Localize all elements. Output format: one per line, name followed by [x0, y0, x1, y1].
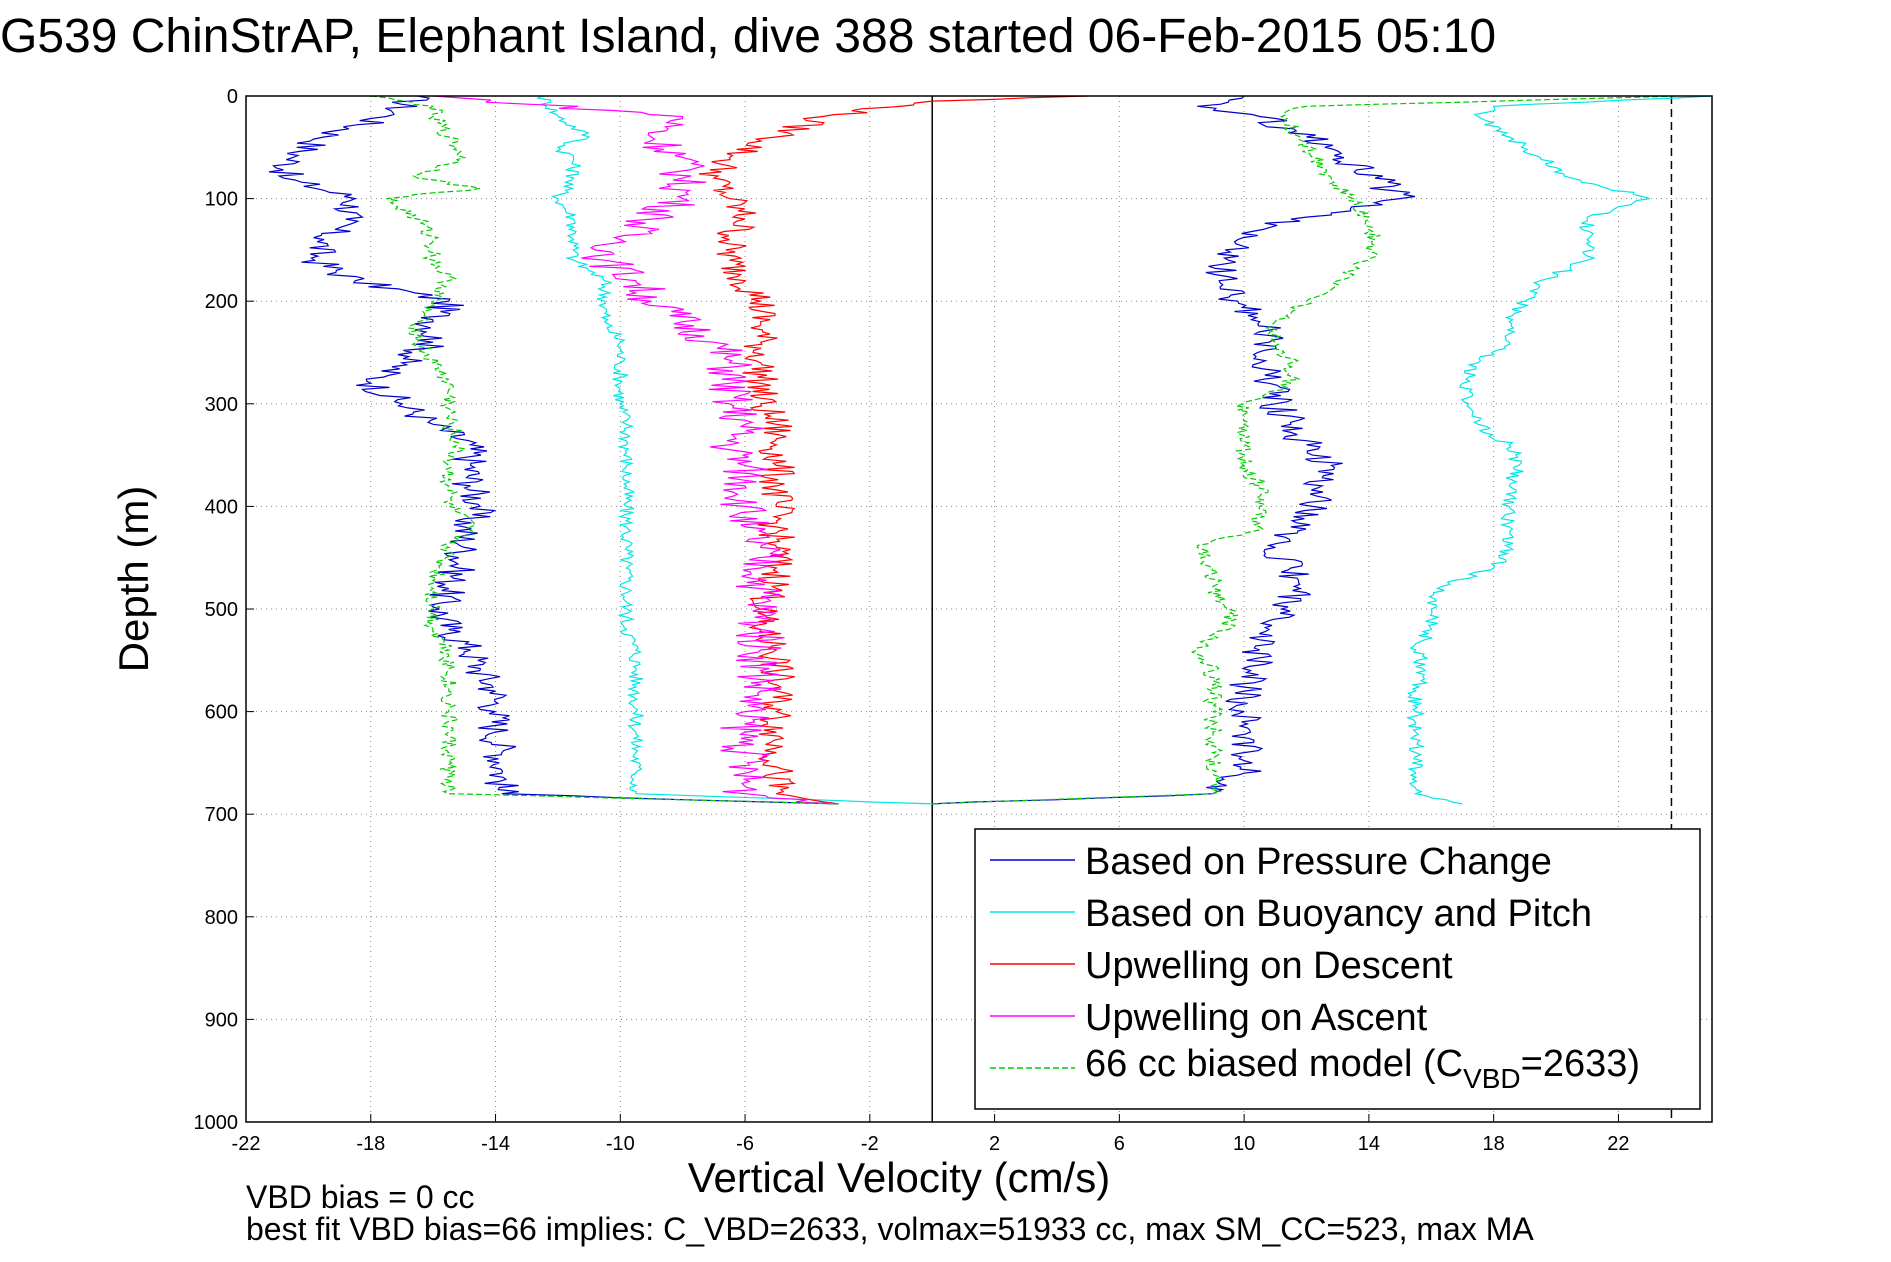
series-based-on-buoyancy-and-pitch-ascent [1405, 95, 1713, 805]
series-upwelling-on-ascent-trace [433, 95, 839, 805]
best-fit-note: best fit VBD bias=66 implies: C_VBD=2633… [246, 1211, 1534, 1247]
legend-label: Upwelling on Descent [1085, 945, 1453, 987]
x-tick-label: -2 [861, 1133, 879, 1155]
reference-lines [931, 96, 1673, 1122]
legend-label: 66 cc biased model (CVBD=2633) [1085, 1043, 1640, 1094]
y-tick-label: 900 [205, 1009, 238, 1031]
x-tick-label: 10 [1233, 1133, 1255, 1155]
y-tick-label: 0 [227, 86, 238, 108]
y-tick-label: 1000 [194, 1112, 239, 1134]
series-layer [268, 95, 1713, 805]
y-axis-ticks: 0 100 200 300 400 500 600 700 800 900 1000 [194, 86, 254, 1134]
y-tick-label: 600 [205, 702, 238, 724]
x-tick-label: 18 [1483, 1133, 1505, 1155]
series-66-cc-biased-model-c-vbd-2633-descent [370, 95, 839, 805]
legend-items: Based on Pressure Change Based on Buoyanc… [990, 841, 1640, 1094]
series-upwelling-on-descent-trace [698, 95, 1089, 805]
x-axis-label: Vertical Velocity (cm/s) [688, 1154, 1110, 1201]
x-axis-ticks: -22 -18 -14 -10 -6 -2 2 6 10 14 18 22 [232, 1114, 1630, 1155]
x-tick-label: -22 [232, 1133, 261, 1155]
y-tick-label: 100 [205, 189, 238, 211]
x-tick-label: 14 [1358, 1133, 1380, 1155]
x-tick-label: -14 [481, 1133, 510, 1155]
series-based-on-pressure-change-ascent [932, 95, 1416, 805]
x-tick-label: -10 [606, 1133, 635, 1155]
y-tick-label: 700 [205, 804, 238, 826]
x-tick-label: -18 [356, 1133, 385, 1155]
legend-box [974, 828, 1701, 1110]
x-tick-label: 22 [1607, 1133, 1629, 1155]
legend: Based on Pressure Change Based on Buoyanc… [974, 828, 1701, 1110]
y-tick-label: 300 [205, 394, 238, 416]
y-axis-label: Depth (m) [110, 486, 157, 673]
x-tick-label: -6 [736, 1133, 754, 1155]
y-tick-label: 800 [205, 907, 238, 929]
x-tick-label: 6 [1114, 1133, 1125, 1155]
x-tick-label: 2 [989, 1133, 1000, 1155]
series-based-on-pressure-change-descent [268, 95, 839, 805]
series-66-cc-biased-model-c-vbd-2633-ascent [932, 95, 1681, 805]
legend-label: Upwelling on Ascent [1085, 997, 1428, 1039]
y-tick-label: 200 [205, 291, 238, 313]
legend-label: Based on Buoyancy and Pitch [1085, 893, 1592, 935]
legend-label: Based on Pressure Change [1085, 841, 1552, 883]
y-tick-label: 400 [205, 496, 238, 518]
series-based-on-buoyancy-and-pitch-descent [536, 95, 933, 805]
y-tick-label: 500 [205, 599, 238, 621]
chart-title: G539 ChinStrAP, Elephant Island, dive 38… [0, 10, 1496, 63]
vbd-bias-note: VBD bias = 0 cc [246, 1179, 475, 1215]
